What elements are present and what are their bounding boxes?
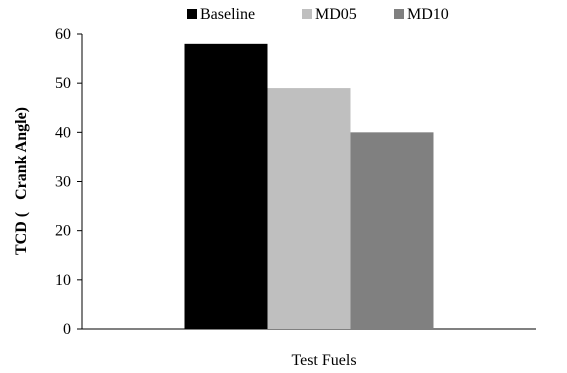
legend-label-baseline: Baseline [200, 6, 255, 23]
y-tick-label: 30 [55, 174, 71, 191]
y-tick-label: 20 [55, 223, 71, 240]
y-tick-label: 60 [55, 26, 71, 43]
y-tick-label: 50 [55, 75, 71, 92]
bar-md05 [267, 88, 351, 329]
y-tick-label: 0 [63, 321, 71, 338]
legend: Baseline MD05 MD10 [187, 6, 449, 23]
y-axis-ticks: 0 10 20 30 40 50 60 [55, 26, 82, 338]
legend-swatch-md10 [394, 9, 404, 19]
bar-md10 [350, 132, 434, 329]
bars [184, 43, 434, 329]
y-tick-label: 40 [55, 124, 71, 141]
y-tick-label: 10 [55, 272, 71, 289]
bar-baseline [184, 43, 268, 329]
x-axis-title: Test Fuels [291, 352, 356, 369]
legend-label-md05: MD05 [315, 6, 357, 23]
legend-swatch-md05 [302, 9, 312, 19]
y-axis-title: TCD ( Crank Angle) [13, 107, 30, 255]
legend-label-md10: MD10 [407, 6, 449, 23]
legend-swatch-baseline [187, 9, 197, 19]
